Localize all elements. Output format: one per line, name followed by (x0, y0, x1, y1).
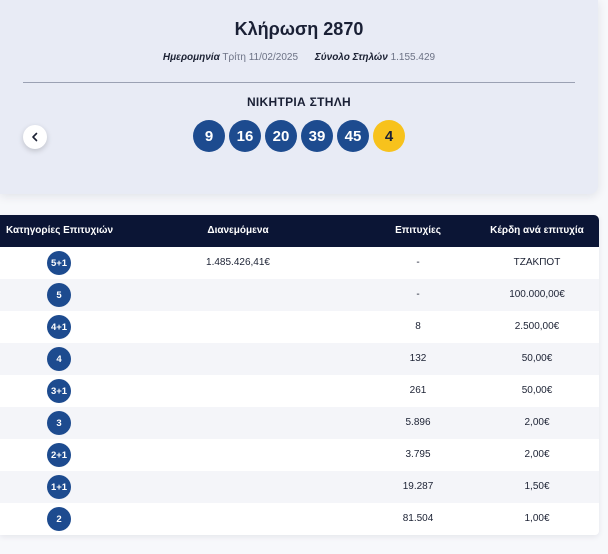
chevron-left-icon (32, 132, 38, 142)
distributed-cell (157, 343, 319, 375)
number-ball: 39 (301, 120, 333, 152)
distributed-cell (157, 375, 319, 407)
category-badge: 2+1 (47, 443, 71, 467)
winners-cell: - (416, 257, 420, 268)
draw-meta: Ημερομηνία Τρίτη 11/02/2025 Σύνολο Στηλώ… (0, 52, 598, 63)
distributed-cell (157, 503, 319, 535)
table-row: 3+1 261 50,00€ (0, 375, 599, 407)
category-badge: 2 (47, 507, 71, 531)
table-row: 5 - 100.000,00€ (0, 279, 599, 311)
category-badge: 5 (47, 283, 71, 307)
divider (23, 82, 575, 83)
winners-cell: 261 (409, 385, 427, 396)
category-badge: 3+1 (47, 379, 71, 403)
draw-card: Κλήρωση 2870 Ημερομηνία Τρίτη 11/02/2025… (0, 0, 598, 194)
distributed-cell (157, 311, 319, 343)
number-ball: 20 (265, 120, 297, 152)
distributed-cell (157, 471, 319, 503)
category-badge: 1+1 (47, 475, 71, 499)
table-row: 2+1 3.795 2,00€ (0, 439, 599, 471)
draw-date-label: Ημερομηνία (162, 52, 220, 63)
table-header: Κατηγορίες Επιτυχιών Διανεμόμενα Επιτυχί… (0, 215, 599, 247)
prize-cell: 2,00€ (524, 417, 550, 428)
header-prize: Κέρδη ανά επιτυχία (490, 225, 584, 236)
number-ball: 45 (337, 120, 369, 152)
draw-date: Ημερομηνία Τρίτη 11/02/2025 (163, 52, 301, 63)
table-row: 3 5.896 2,00€ (0, 407, 599, 439)
number-ball: 9 (193, 120, 225, 152)
prize-cell: 1,50€ (524, 481, 550, 492)
winners-cell: 81.504 (402, 513, 434, 524)
draw-title: Κλήρωση 2870 (234, 19, 364, 39)
prize-cell: 50,00€ (521, 385, 553, 396)
table-row: 2 81.504 1,00€ (0, 503, 599, 535)
distributed-cell (157, 439, 319, 471)
category-badge: 3 (47, 411, 71, 435)
draw-columns-label: Σύνολο Στηλών (314, 52, 388, 63)
winning-numbers: 9 16 20 39 45 4 (0, 120, 598, 152)
category-badge: 4 (47, 347, 71, 371)
category-badge: 5+1 (47, 251, 71, 275)
prize-cell: 2,00€ (524, 449, 550, 460)
joker-ball: 4 (373, 120, 405, 152)
winners-cell: - (416, 289, 420, 300)
table-row: 1+1 19.287 1,50€ (0, 471, 599, 503)
prize-cell: 50,00€ (521, 353, 553, 364)
winners-cell: 8 (415, 321, 421, 332)
winners-cell: 19.287 (402, 481, 434, 492)
header-category: Κατηγορίες Επιτυχιών (6, 225, 114, 236)
number-ball: 16 (229, 120, 261, 152)
prize-cell: 100.000,00€ (509, 289, 565, 300)
table-row: 4+1 8 2.500,00€ (0, 311, 599, 343)
previous-draw-button[interactable] (23, 125, 47, 149)
draw-date-value: Τρίτη 11/02/2025 (222, 52, 299, 63)
table-row: 5+1 1.485.426,41€ - ΤΖΑΚΠΟΤ (0, 247, 599, 279)
winners-cell: 3.795 (405, 449, 431, 460)
header-distributed: Διανεμόμενα (207, 225, 269, 236)
winners-cell: 132 (409, 353, 427, 364)
prize-cell: 2.500,00€ (514, 321, 560, 332)
header-winners: Επιτυχίες (395, 225, 441, 236)
distributed-cell (157, 407, 319, 439)
category-badge: 4+1 (47, 315, 71, 339)
winning-column-label: ΝΙΚΗΤΡΙΑ ΣΤΗΛΗ (246, 95, 352, 109)
distributed-cell: 1.485.426,41€ (206, 257, 270, 268)
winners-cell: 5.896 (405, 417, 431, 428)
results-table: Κατηγορίες Επιτυχιών Διανεμόμενα Επιτυχί… (0, 215, 599, 535)
prize-cell: ΤΖΑΚΠΟΤ (513, 257, 561, 268)
draw-columns-value: 1.155.429 (390, 52, 436, 63)
draw-columns: Σύνολο Στηλών 1.155.429 (315, 52, 435, 63)
table-row: 4 132 50,00€ (0, 343, 599, 375)
prize-cell: 1,00€ (524, 513, 550, 524)
distributed-cell (157, 279, 319, 311)
